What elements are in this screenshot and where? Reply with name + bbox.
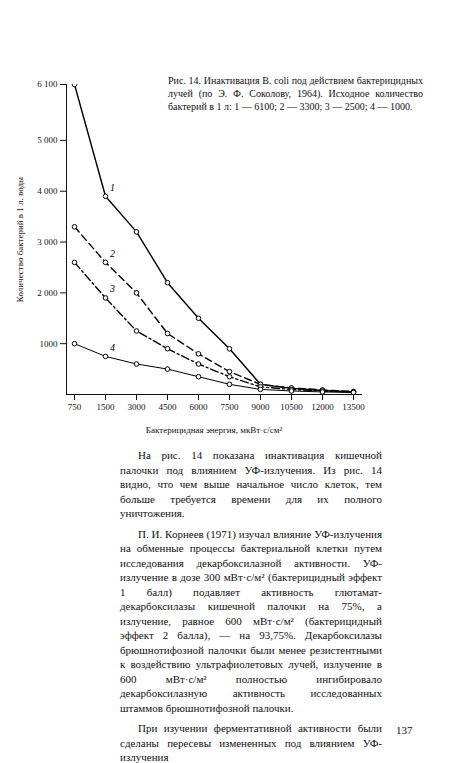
svg-text:750: 750 bbox=[68, 402, 82, 412]
svg-text:1: 1 bbox=[110, 182, 115, 193]
svg-text:3000: 3000 bbox=[128, 402, 147, 412]
html-text:Рис. 14. Инактивация B. coli п: Рис. 14. Инактивация B. coli под действи… bbox=[168, 75, 423, 112]
svg-text:6000: 6000 bbox=[190, 402, 209, 412]
html-text:На рис. 14 показана инактиваци: На рис. 14 показана инактивация кишечной… bbox=[120, 449, 382, 519]
svg-text:13500: 13500 bbox=[342, 402, 365, 412]
svg-text:Количество бактерий в 1 л. вод: Количество бактерий в 1 л. воды bbox=[15, 177, 25, 302]
svg-text:6 100: 6 100 bbox=[37, 79, 58, 89]
svg-text:1000: 1000 bbox=[40, 339, 59, 349]
svg-text:5 000: 5 000 bbox=[37, 135, 58, 145]
svg-text:4 000: 4 000 bbox=[37, 186, 58, 196]
svg-text:Бактерицидная энергия, мкВт·с/: Бактерицидная энергия, мкВт·с/см² bbox=[146, 425, 283, 435]
html-text:П. И. Корнеев (1971) изучал вл: П. И. Корнеев (1971) изучал влияние УФ-и… bbox=[120, 527, 382, 714]
html-text:При изучении ферментативной ак: При изучении ферментативной активности б… bbox=[120, 722, 382, 763]
svg-text:3: 3 bbox=[109, 283, 115, 294]
svg-text:2 000: 2 000 bbox=[37, 288, 58, 298]
svg-text:2: 2 bbox=[110, 248, 115, 259]
svg-text:4: 4 bbox=[110, 342, 115, 353]
svg-text:4500: 4500 bbox=[159, 402, 178, 412]
svg-text:9000: 9000 bbox=[252, 402, 271, 412]
svg-text:1500: 1500 bbox=[97, 402, 116, 412]
html-text:137: 137 bbox=[396, 724, 413, 736]
svg-text:10500: 10500 bbox=[280, 402, 303, 412]
svg-text:7500: 7500 bbox=[221, 402, 240, 412]
svg-text:12000: 12000 bbox=[311, 402, 334, 412]
svg-text:3 000: 3 000 bbox=[37, 237, 58, 247]
